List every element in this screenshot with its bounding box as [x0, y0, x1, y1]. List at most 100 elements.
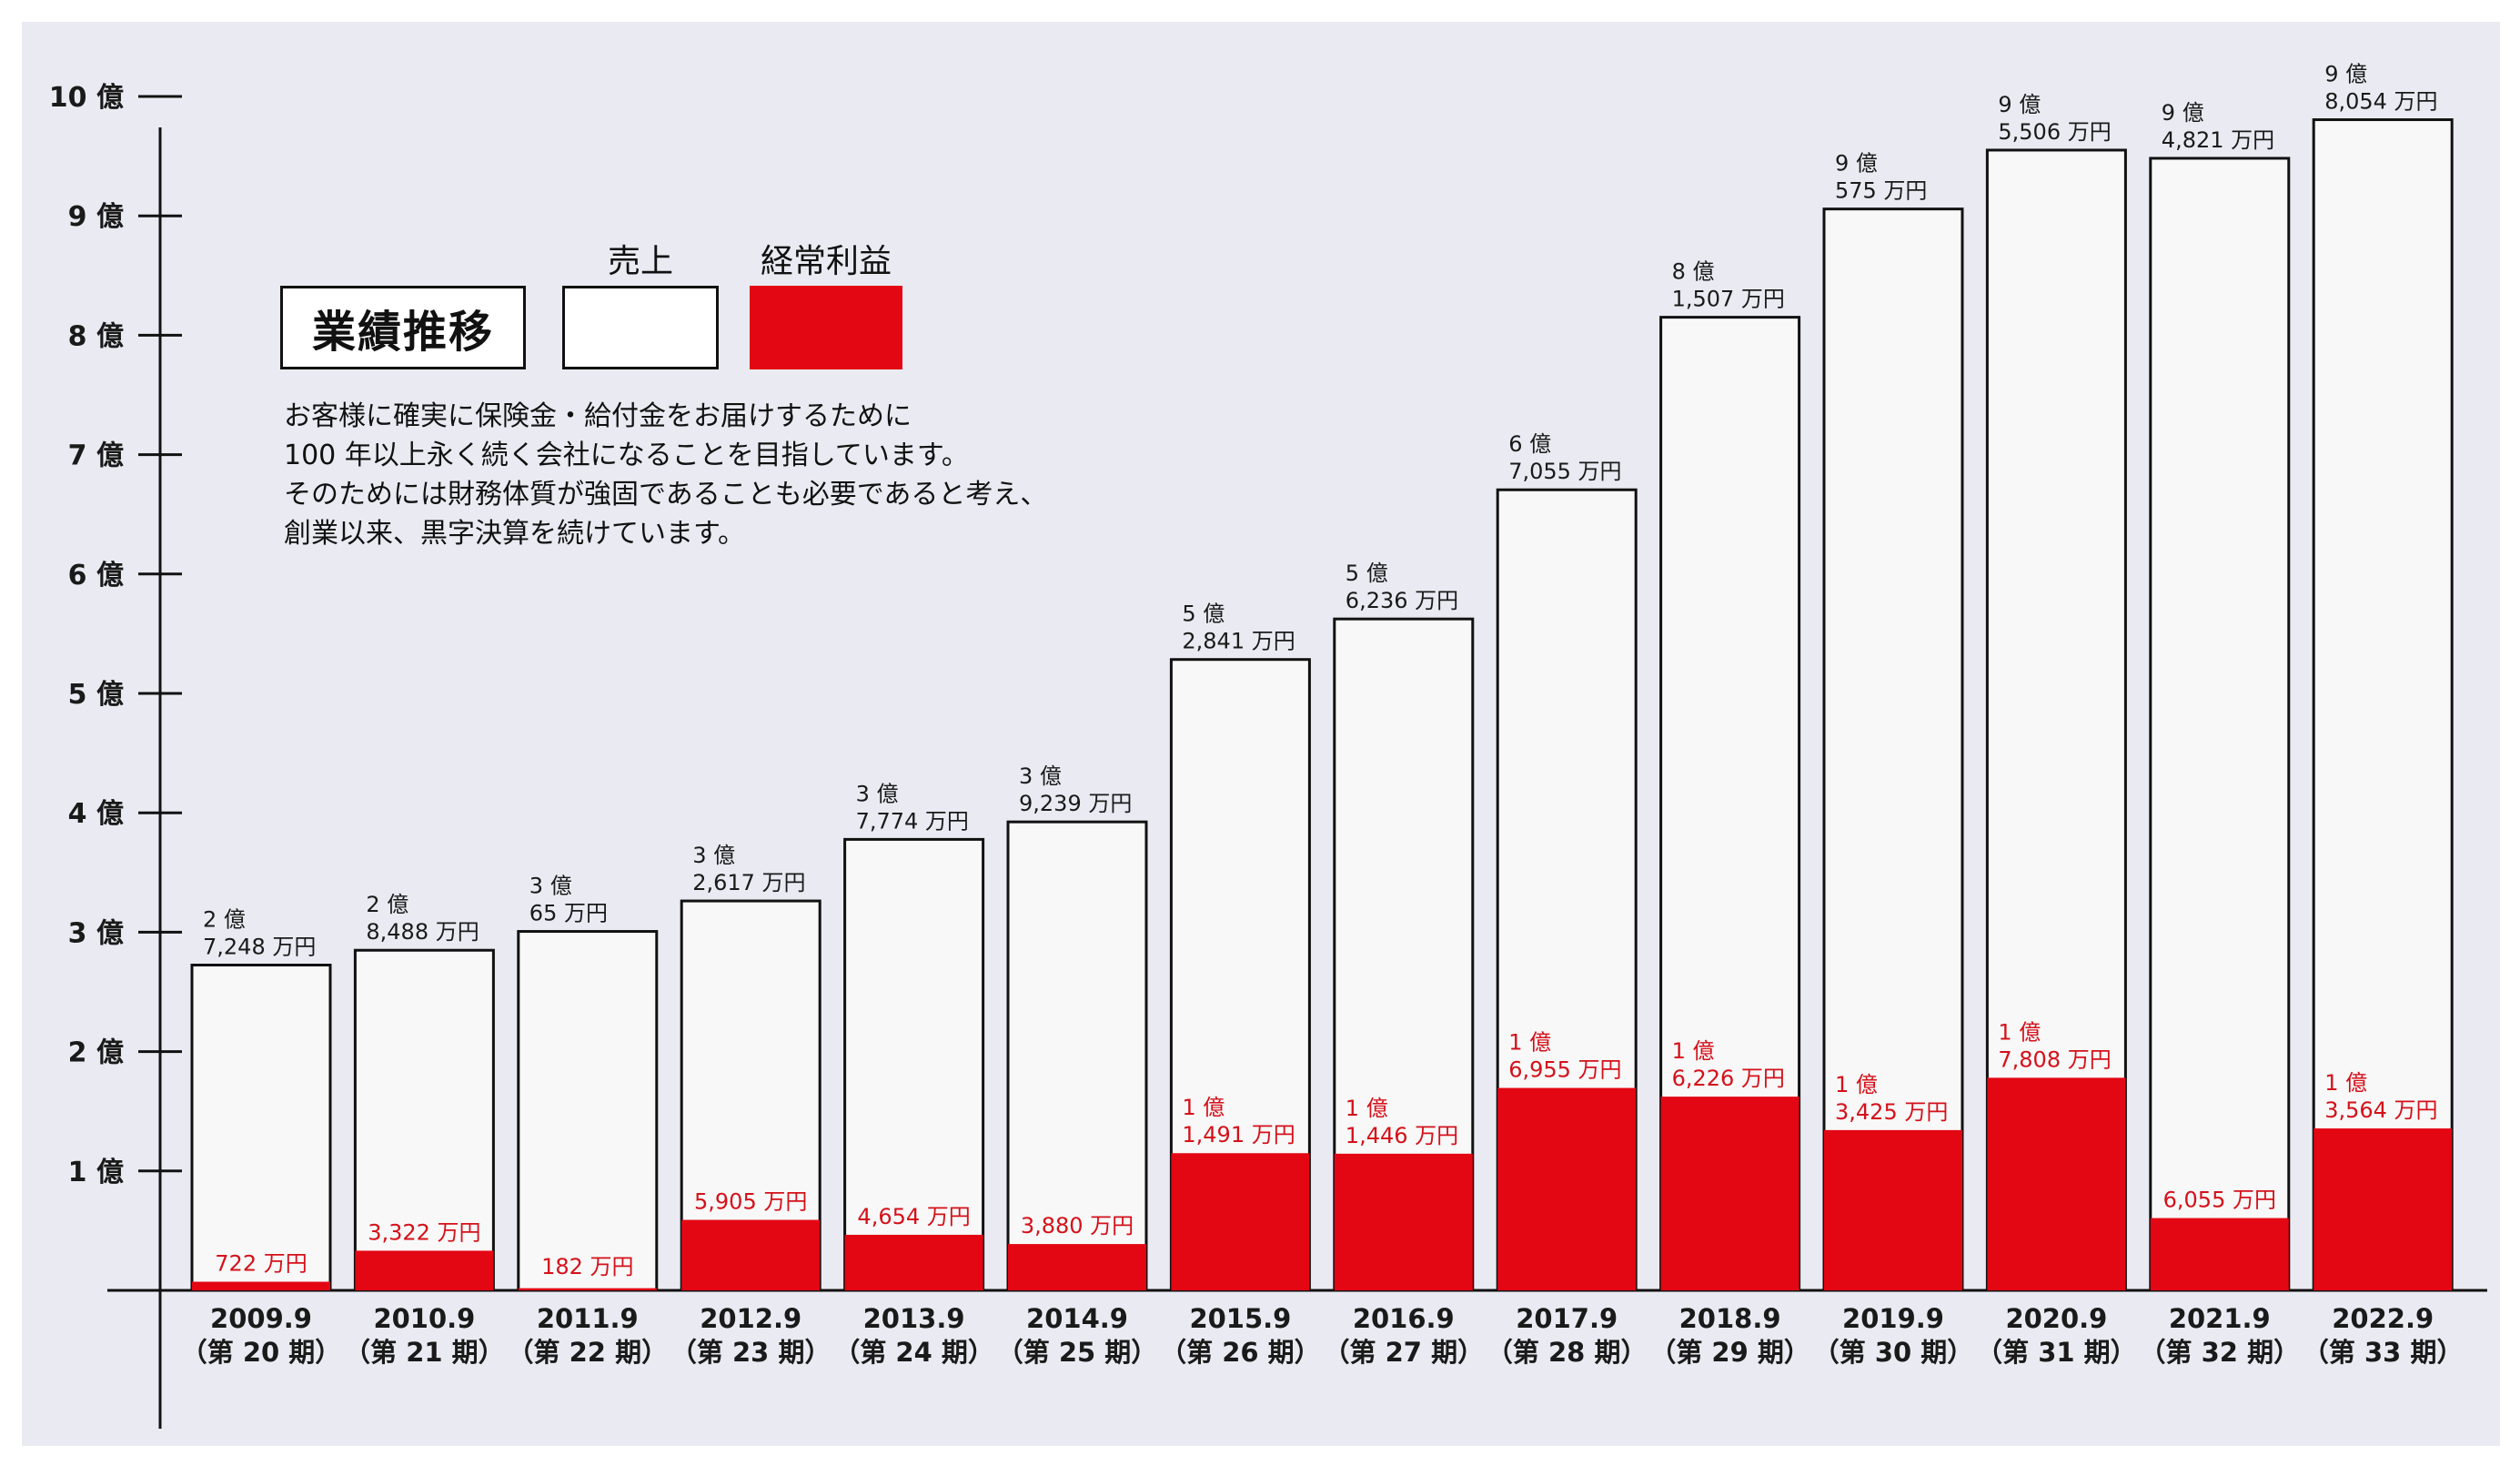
sales-value-label: 2,617 万円 [692, 870, 805, 895]
sales-value-label: 1,507 万円 [1672, 287, 1785, 312]
profit-value-label: 3,880 万円 [1021, 1213, 1134, 1239]
x-axis-category-label: 2014.9 [1026, 1303, 1128, 1334]
sales-value-label: 8,488 万円 [366, 919, 479, 945]
profit-value-label: 3,425 万円 [1835, 1099, 1948, 1125]
sales-value-label: 7,774 万円 [856, 808, 969, 834]
sales-bar [2312, 118, 2454, 1292]
sales-value-label: 3 億 [692, 843, 735, 868]
sales-value-label: 7,055 万円 [1508, 459, 1621, 484]
x-axis-category-label: 2011.9 [537, 1303, 639, 1334]
y-axis-tick-label: 7 億 [68, 440, 124, 472]
y-axis-tick-label: 8 億 [68, 320, 124, 352]
legend-profit-label: 経常利益 [760, 243, 892, 280]
profit-value-label: 7,808 万円 [1998, 1046, 2111, 1072]
sales-bar [843, 837, 985, 1292]
sales-bar [1006, 820, 1148, 1292]
sales-value-label: 65 万円 [529, 901, 608, 926]
description-text: お客様に確実に保険金・給付金をお届けするために 100 年以上永く続く会社になる… [284, 397, 1047, 553]
sales-bar [190, 964, 332, 1292]
profit-value-label: 1 億 [1346, 1096, 1388, 1121]
x-axis-period-label: （第 32 期） [2140, 1337, 2301, 1368]
sales-value-label: 5 億 [1346, 561, 1388, 586]
sales-bar [517, 930, 659, 1292]
profit-value-label: 6,955 万円 [1508, 1057, 1621, 1083]
sales-value-label: 2 億 [366, 892, 408, 917]
profit-bar [355, 1250, 494, 1290]
profit-value-label: 1 億 [1998, 1019, 2041, 1045]
y-axis-tick-label: 5 億 [68, 679, 124, 711]
sales-value-label: 6,236 万円 [1346, 588, 1458, 613]
profit-bar [1660, 1097, 1799, 1290]
x-axis-category-label: 2010.9 [373, 1303, 475, 1334]
profit-bar [2150, 1218, 2289, 1290]
profit-bar [2313, 1128, 2453, 1290]
description-line: お客様に確実に保険金・給付金をお届けするために [284, 400, 912, 432]
sales-value-label: 2,841 万円 [1182, 629, 1295, 654]
profit-bar [192, 1281, 330, 1290]
x-axis-period-label: （第 21 期） [344, 1337, 505, 1368]
x-axis-period-label: （第 25 期） [997, 1337, 1158, 1368]
sales-value-label: 7,248 万円 [203, 935, 316, 960]
sales-value-label: 9 億 [2162, 100, 2204, 126]
x-axis-period-label: （第 31 期） [1976, 1337, 2137, 1368]
x-axis-category-label: 2015.9 [1189, 1303, 1291, 1334]
sales-value-label: 9 億 [1998, 92, 2041, 117]
profit-bar [844, 1234, 983, 1290]
profit-value-label: 6,226 万円 [1672, 1066, 1785, 1091]
x-axis-period-label: （第 23 期） [670, 1337, 832, 1368]
x-axis-period-label: （第 24 期） [833, 1337, 994, 1368]
x-axis-category-label: 2020.9 [2005, 1303, 2107, 1334]
y-axis-tick-label: 2 億 [68, 1037, 124, 1069]
profit-value-label: 1 億 [1182, 1095, 1225, 1120]
x-axis-category-label: 2021.9 [2169, 1303, 2271, 1334]
profit-value-label: 5,905 万円 [694, 1189, 807, 1215]
x-axis-period-label: （第 30 期） [1813, 1337, 1974, 1368]
y-axis-tick-label: 3 億 [68, 917, 124, 949]
sales-value-label: 2 億 [203, 907, 246, 933]
description-line: そのためには財務体質が強固であることも必要であると考え、 [284, 479, 1048, 511]
sales-value-label: 3 億 [529, 874, 572, 899]
profit-value-label: 1 億 [1835, 1072, 1878, 1097]
legend-sales-swatch [562, 286, 719, 369]
profit-value-label: 3,322 万円 [368, 1219, 480, 1245]
x-axis-category-label: 2013.9 [863, 1303, 965, 1334]
x-axis-period-label: （第 29 期） [1649, 1337, 1810, 1368]
y-axis-tick-label: 6 億 [68, 560, 124, 591]
profit-value-label: 1 億 [1508, 1030, 1551, 1056]
x-axis-period-label: （第 20 期） [181, 1337, 342, 1368]
y-axis-tick-label: 9 億 [68, 201, 124, 233]
x-axis-category-label: 2022.9 [2332, 1303, 2434, 1334]
x-axis-period-label: （第 22 期） [508, 1337, 669, 1368]
profit-bar [681, 1219, 821, 1290]
y-axis-tick-label: 1 億 [68, 1157, 124, 1188]
x-axis-category-label: 2012.9 [700, 1303, 801, 1334]
legend-sales-label: 売上 [607, 243, 673, 280]
y-axis-tick-label: 10 億 [49, 82, 124, 114]
profit-value-label: 1,446 万円 [1346, 1123, 1458, 1148]
profit-bar [1008, 1244, 1146, 1290]
x-axis-category-label: 2009.9 [210, 1303, 312, 1334]
profit-value-label: 1,491 万円 [1182, 1122, 1295, 1148]
x-axis-category-label: 2019.9 [1842, 1303, 1944, 1334]
sales-value-label: 8 億 [1672, 259, 1715, 285]
description-line: 創業以来、黒字決算を続けています。 [284, 518, 745, 550]
profit-bar [1824, 1129, 1962, 1290]
sales-value-label: 4,821 万円 [2162, 127, 2274, 153]
sales-bar [1822, 207, 1964, 1292]
profit-value-label: 722 万円 [215, 1251, 307, 1277]
profit-value-label: 4,654 万円 [857, 1204, 970, 1229]
sales-value-label: 3 億 [856, 781, 899, 806]
sales-value-label: 575 万円 [1835, 178, 1927, 204]
description-line: 100 年以上永く続く会社になることを目指しています。 [284, 440, 969, 471]
x-axis-category-label: 2016.9 [1353, 1303, 1455, 1334]
sales-value-label: 5 億 [1182, 602, 1225, 627]
x-axis-period-label: （第 33 期） [2303, 1337, 2464, 1368]
x-axis-period-label: （第 28 期） [1487, 1337, 1648, 1368]
profit-value-label: 1 億 [1672, 1038, 1715, 1064]
profit-value-label: 3,564 万円 [2324, 1097, 2437, 1123]
x-axis-period-label: （第 27 期） [1324, 1337, 1485, 1368]
sales-bar [353, 948, 495, 1292]
profit-bar [1497, 1087, 1637, 1290]
x-axis-category-label: 2017.9 [1516, 1303, 1618, 1334]
